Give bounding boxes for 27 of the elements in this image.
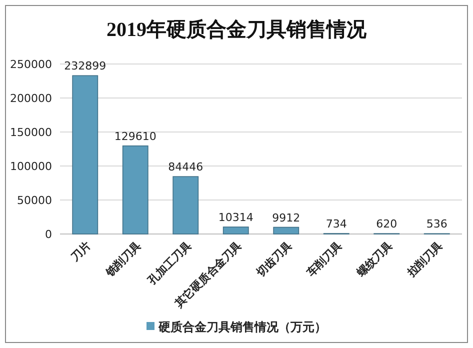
legend-label: 硬质合金刀具销售情况（万元） — [158, 320, 326, 334]
data-label: 9912 — [272, 211, 300, 224]
data-label: 129610 — [114, 130, 156, 143]
x-tick-label: 车削刀具 — [303, 238, 344, 280]
y-tick-label: 0 — [45, 228, 52, 241]
x-tick-label: 刀片 — [68, 238, 94, 264]
bar — [122, 145, 148, 234]
x-tick-label: 铣削刀具 — [102, 238, 144, 280]
chart-title: 2019年硬质合金刀具销售情况 — [106, 18, 368, 41]
data-label: 84446 — [168, 160, 204, 174]
bar — [172, 176, 199, 234]
data-label: 620 — [376, 218, 398, 231]
data-label: 10314 — [218, 210, 254, 224]
x-tick-label: 螺纹刀具 — [354, 238, 395, 280]
data-label: 232899 — [64, 60, 106, 73]
bar — [273, 226, 300, 234]
data-label: 536 — [426, 218, 448, 231]
y-tick-label: 100000 — [10, 160, 52, 173]
x-tick-label: 拉削刀具 — [404, 238, 445, 280]
bar — [222, 226, 249, 234]
y-tick-label: 150000 — [10, 126, 52, 139]
y-tick-label: 250000 — [10, 58, 52, 71]
x-tick-label: 切齿刀具 — [253, 238, 294, 280]
y-tick-label: 50000 — [17, 194, 52, 207]
bar — [72, 75, 98, 234]
data-label: 734 — [326, 218, 347, 230]
y-tick-label: 200000 — [10, 92, 52, 105]
